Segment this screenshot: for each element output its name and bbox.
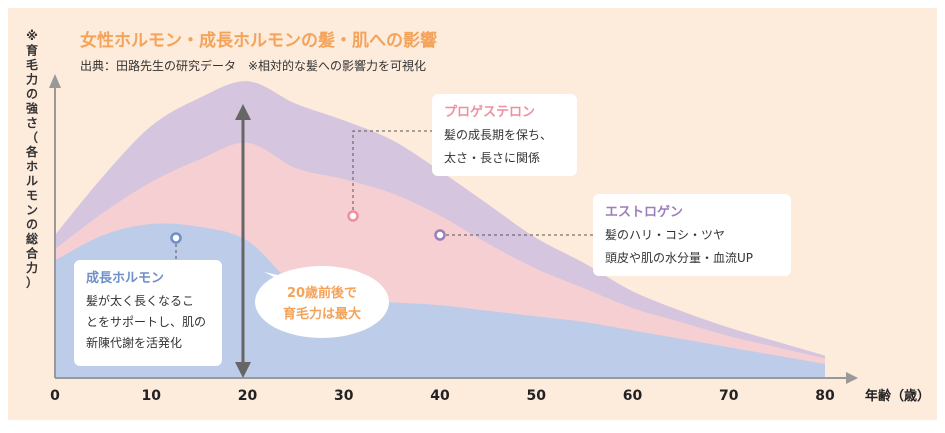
marker-progesterone bbox=[347, 210, 359, 222]
callout-box-progesterone bbox=[432, 94, 577, 176]
x-tick-label: 40 bbox=[430, 388, 450, 404]
x-tick-label: 30 bbox=[334, 388, 354, 404]
callout-line-growth-hormone-2: とをサポートし、肌の bbox=[86, 315, 206, 329]
peak-bubble-line-2: 育毛力は最大 bbox=[283, 306, 361, 322]
leader-growth-hormone bbox=[170, 232, 182, 260]
x-axis-arrow bbox=[846, 372, 858, 384]
callout-line-growth-hormone-1: 髪が太く長くなるこ bbox=[86, 293, 194, 308]
x-tick-label: 60 bbox=[623, 388, 643, 404]
callout-box-growth-hormone bbox=[74, 260, 222, 366]
chart-title: 女性ホルモン・成長ホルモンの髪・肌への影響 bbox=[80, 30, 437, 51]
callout-line-progesterone-2: 太さ・長さに関係 bbox=[444, 150, 540, 165]
peak-bubble: 20歳前後で 育毛力は最大 bbox=[255, 266, 389, 338]
x-tick-label: 20 bbox=[238, 388, 258, 404]
marker-estrogen bbox=[434, 229, 446, 241]
callout-box-estrogen bbox=[593, 194, 791, 276]
callout-growth-hormone: 成長ホルモン 髪が太く長くなるこ とをサポートし、肌の 新陳代謝を活発化 bbox=[74, 260, 222, 366]
x-tick-label: 70 bbox=[719, 388, 739, 404]
callout-title-growth-hormone: 成長ホルモン bbox=[86, 270, 164, 286]
chart-subtitle: 出典：田路先生の研究データ ※相対的な髪への影響力を可視化 bbox=[80, 58, 426, 73]
callout-progesterone: プロゲステロン 髪の成長期を保ち、 太さ・長さに関係 bbox=[432, 94, 577, 176]
peak-bubble-body bbox=[255, 266, 389, 338]
callout-line-estrogen-2: 頭皮や肌の水分量・血流UP bbox=[605, 251, 753, 265]
marker-growth-hormone bbox=[170, 232, 182, 244]
callout-line-estrogen-1: 髪のハリ・コシ・ツヤ bbox=[605, 228, 725, 242]
x-axis-label: 年齢（歳） bbox=[865, 388, 930, 404]
callout-line-progesterone-1: 髪の成長期を保ち、 bbox=[444, 128, 552, 142]
callout-title-estrogen: エストロゲン bbox=[605, 204, 683, 220]
x-tick-label: 50 bbox=[527, 388, 547, 404]
callout-estrogen: エストロゲン 髪のハリ・コシ・ツヤ 頭皮や肌の水分量・血流UP bbox=[593, 194, 791, 276]
callout-title-progesterone: プロゲステロン bbox=[444, 104, 535, 120]
y-axis-arrow bbox=[49, 74, 61, 88]
x-ticks-group: 0 10 20 30 40 50 60 70 80 bbox=[50, 388, 835, 404]
leader-progesterone bbox=[347, 130, 432, 222]
leader-estrogen bbox=[434, 229, 593, 241]
callout-line-growth-hormone-3: 新陳代謝を活発化 bbox=[86, 335, 182, 350]
y-axis-label: ※育毛力の強さ（各ホルモンの総合力） bbox=[25, 29, 39, 290]
leader-line-progesterone bbox=[352, 130, 432, 216]
area-成長ホルモン bbox=[55, 223, 825, 378]
x-tick-label: 10 bbox=[142, 388, 162, 404]
peak-arrow-head-top bbox=[235, 104, 251, 120]
x-tick-label: 80 bbox=[815, 388, 835, 404]
peak-arrow-head-bottom bbox=[235, 362, 251, 378]
x-tick-label: 0 bbox=[50, 388, 60, 404]
peak-bubble-line-1: 20歳前後で bbox=[287, 285, 357, 301]
